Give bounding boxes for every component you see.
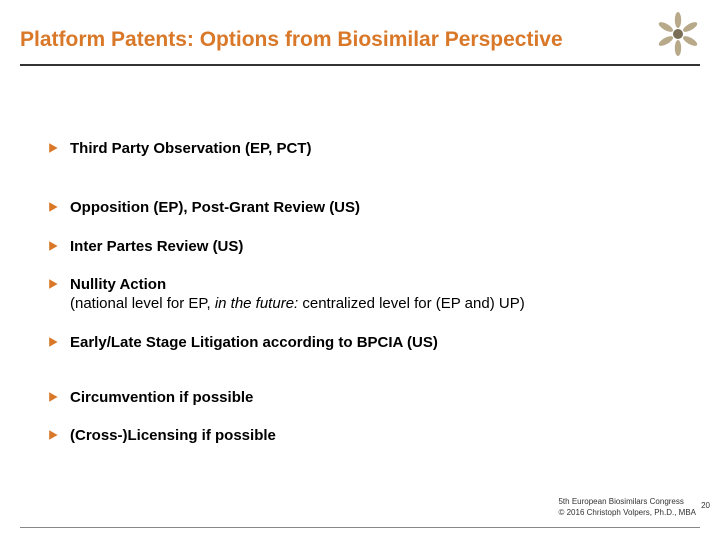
footer-rule bbox=[20, 527, 700, 528]
list-item: (Cross-)Licensing if possible bbox=[48, 427, 668, 446]
bullet-label: Circumvention if possible bbox=[70, 389, 253, 408]
chevron-right-icon bbox=[48, 429, 62, 443]
footer-line1: 5th European Biosimilars Congress bbox=[558, 497, 696, 507]
slide: Platform Patents: Options from Biosimila… bbox=[0, 0, 720, 540]
list-item: Circumvention if possible bbox=[48, 389, 668, 408]
chevron-right-icon bbox=[48, 336, 62, 350]
bullet-text: Nullity Action (national level for EP, i… bbox=[70, 276, 525, 314]
logo-icon bbox=[654, 10, 702, 58]
list-item: Inter Partes Review (US) bbox=[48, 238, 668, 257]
bullet-label: Early/Late Stage Litigation according to… bbox=[70, 334, 438, 353]
chevron-right-icon bbox=[48, 278, 62, 292]
bullet-label: (Cross-)Licensing if possible bbox=[70, 427, 276, 446]
chevron-right-icon bbox=[48, 240, 62, 254]
footer: 5th European Biosimilars Congress © 2016… bbox=[558, 497, 696, 518]
bullet-list: Third Party Observation (EP, PCT) Opposi… bbox=[48, 140, 668, 466]
chevron-right-icon bbox=[48, 201, 62, 215]
list-item: Nullity Action (national level for EP, i… bbox=[48, 276, 668, 314]
page-number: 20 bbox=[701, 501, 710, 510]
list-item: Third Party Observation (EP, PCT) bbox=[48, 140, 668, 159]
bullet-label: Opposition (EP), Post-Grant Review (US) bbox=[70, 199, 360, 218]
footer-line2: © 2016 Christoph Volpers, Ph.D., MBA bbox=[558, 508, 696, 518]
slide-title: Platform Patents: Options from Biosimila… bbox=[20, 28, 563, 52]
chevron-right-icon bbox=[48, 142, 62, 156]
chevron-right-icon bbox=[48, 391, 62, 405]
bullet-label: Nullity Action bbox=[70, 276, 166, 293]
title-underline bbox=[20, 64, 700, 66]
bullet-label: Inter Partes Review (US) bbox=[70, 238, 243, 257]
bullet-label: Third Party Observation (EP, PCT) bbox=[70, 140, 311, 159]
list-item: Early/Late Stage Litigation according to… bbox=[48, 334, 668, 353]
list-item: Opposition (EP), Post-Grant Review (US) bbox=[48, 199, 668, 218]
bullet-subtext: (national level for EP, in the future: c… bbox=[70, 295, 525, 312]
